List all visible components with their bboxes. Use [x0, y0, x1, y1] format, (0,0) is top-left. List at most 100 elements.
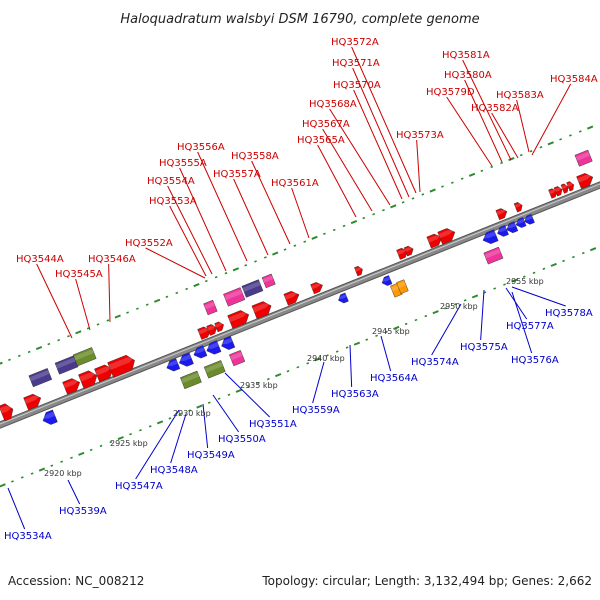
forward-gene-label: HQ3584A — [550, 74, 598, 85]
reverse-rail-tick — [188, 409, 192, 412]
forward-rail-tick — [263, 256, 267, 259]
forward-gene-label-leader — [251, 160, 291, 245]
reverse-gene-blue-shade — [482, 231, 496, 239]
forward-gene-red-shade — [496, 209, 507, 216]
forward-gene-purple-shade — [242, 281, 261, 292]
forward-rail-tick — [372, 212, 376, 216]
forward-rail-tick — [175, 291, 179, 295]
forward-rail-tick — [145, 303, 149, 306]
forward-gene-red — [310, 282, 323, 295]
forward-gene-purple — [28, 368, 53, 388]
reverse-rail-tick — [345, 346, 349, 349]
forward-gene-label: HQ3545A — [55, 269, 103, 280]
forward-rail-tick — [293, 244, 297, 247]
forward-gene-red-shade — [252, 303, 271, 313]
forward-gene-red — [566, 181, 575, 192]
forward-gene-label: HQ3555A — [159, 158, 207, 169]
reverse-rail-tick — [266, 377, 270, 381]
forward-gene-label-leader — [317, 144, 357, 218]
reverse-gene-magenta-shade — [484, 248, 501, 259]
reverse-gene-magenta — [483, 246, 504, 265]
forward-gene-label-leader — [491, 112, 519, 159]
reverse-gene-orange-shade — [397, 281, 407, 289]
forward-gene-red — [0, 403, 14, 422]
reverse-gene-blue — [166, 358, 181, 372]
reverse-gene-blue-shade — [496, 226, 507, 232]
forward-gene-magenta-shade — [262, 275, 274, 283]
forward-rail-tick — [272, 251, 279, 256]
reverse-gene-blue-shade — [178, 354, 192, 362]
forward-gene-red — [94, 364, 114, 383]
forward-gene-label-leader — [167, 185, 213, 275]
reverse-rail-tick — [325, 354, 329, 357]
reverse-rail-tick — [314, 357, 321, 362]
forward-rail-tick — [411, 197, 415, 200]
forward-rail-tick — [67, 335, 70, 338]
reverse-rail-tick — [589, 247, 597, 252]
kbp-tick-label: 2920 kbp — [44, 469, 82, 478]
reverse-gene-label: HQ3551A — [249, 419, 297, 430]
forward-gene-label-leader — [516, 99, 530, 153]
forward-rail-tick — [586, 125, 594, 130]
forward-gene-red — [495, 208, 508, 221]
forward-gene-label: HQ3573A — [396, 130, 444, 141]
forward-gene-red — [23, 393, 42, 411]
forward-gene-label: HQ3571A — [332, 58, 380, 69]
reverse-gene-label: HQ3550A — [218, 434, 266, 445]
reverse-gene-blue-shade — [337, 294, 347, 299]
reverse-rail-tick — [444, 307, 447, 310]
reverse-rail-tick — [522, 275, 526, 278]
forward-gene-red-shade — [311, 283, 322, 290]
forward-gene-red-shade — [108, 357, 134, 371]
forward-gene-red — [206, 324, 218, 336]
forward-rail-tick — [500, 161, 503, 165]
reverse-gene-label: HQ3534A — [4, 531, 52, 542]
reverse-gene-blue — [506, 221, 519, 234]
forward-gene-magenta-shade — [575, 151, 591, 161]
forward-gene-red — [576, 173, 594, 189]
forward-gene-label: HQ3583A — [496, 90, 544, 101]
reverse-gene-label-leader — [505, 287, 528, 320]
reverse-rail-tick — [353, 341, 361, 346]
label-leader-lines — [7, 46, 572, 530]
reverse-rail-tick — [493, 287, 497, 290]
forward-gene-red — [227, 310, 250, 329]
forward-gene-magenta — [203, 299, 218, 316]
forward-gene-red — [251, 301, 272, 320]
forward-gene-label: HQ3558A — [231, 151, 279, 162]
forward-gene-red-shade — [215, 323, 224, 328]
forward-gene-red — [78, 370, 98, 389]
reverse-gene-blue — [193, 345, 208, 359]
reverse-rail-tick — [453, 303, 457, 306]
forward-gene-label-leader — [75, 278, 91, 331]
reverse-gene-magenta-shade — [229, 351, 243, 361]
reverse-rail-tick — [20, 476, 24, 479]
reverse-rail-tick — [471, 294, 479, 299]
forward-gene-red-shade — [198, 328, 211, 335]
reverse-rail-tick — [393, 325, 400, 330]
reverse-gene-olive-shade — [180, 372, 200, 384]
forward-gene-red-shade — [514, 203, 522, 208]
reverse-rail-tick — [78, 451, 85, 456]
reverse-gene-label-leader — [380, 335, 392, 372]
kbp-tick-labels: 2920 kbp 2925 kbp 2930 kbp 2935 kbp 2940 kbp… — [44, 277, 544, 478]
reverse-rail-tick — [60, 460, 64, 463]
forward-gene-label-leader — [351, 46, 417, 194]
forward-rail-tick — [204, 279, 208, 283]
forward-rail-tick — [539, 146, 543, 149]
forward-rail-tick — [429, 188, 436, 193]
kbp-tick-label: 2945 kbp — [372, 327, 410, 336]
reverse-gene-blue — [338, 292, 349, 304]
backbone-highlight — [0, 183, 600, 425]
forward-gene-label-leader — [352, 67, 410, 198]
reverse-gene-blue — [482, 229, 499, 244]
reverse-rail-tick — [404, 322, 408, 326]
forward-rail-tick — [547, 141, 554, 146]
forward-gene-label: HQ3581A — [442, 50, 490, 61]
genome-backbone — [0, 181, 600, 429]
forward-gene-label: HQ3561A — [271, 178, 319, 189]
forward-gene-purple — [241, 279, 264, 298]
reverse-rail-tick — [217, 397, 221, 400]
reverse-gene-blue — [42, 409, 58, 425]
